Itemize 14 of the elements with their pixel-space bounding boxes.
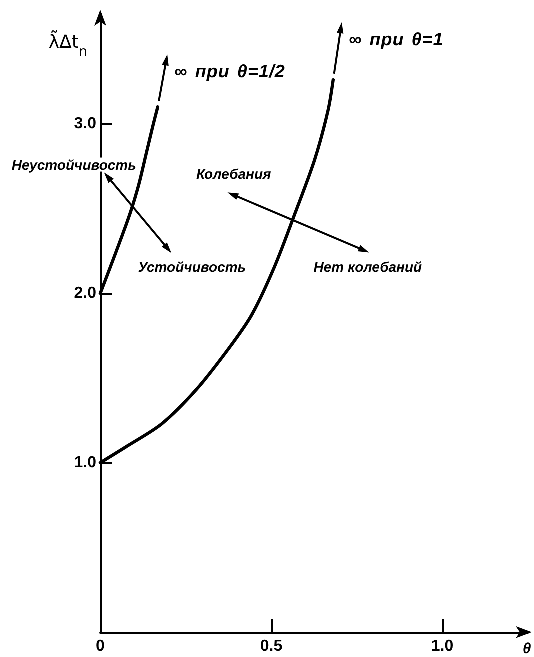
annotation: Колебания [196, 166, 272, 182]
annotation: Устойчивость [138, 258, 246, 275]
annotation: ∞ при θ=1/2 [174, 62, 286, 82]
x-tick-label: 0.5 [260, 638, 283, 655]
x-tick-label: 0 [96, 638, 106, 655]
annotation: Нет колебаний [314, 258, 423, 275]
y-tick-label: 3.0 [74, 116, 97, 133]
annotation: Неустойчивость [12, 156, 136, 173]
annotation: ∞ при θ=1 [348, 29, 444, 50]
y-tick-label: 2.0 [74, 285, 97, 302]
y-tick-label: 1.0 [74, 454, 97, 472]
y-axis-title: λ̃Δt$_{n}$ [48, 30, 88, 60]
x-axis-title: θ [522, 640, 532, 657]
x-tick-label: 1.0 [431, 638, 454, 655]
